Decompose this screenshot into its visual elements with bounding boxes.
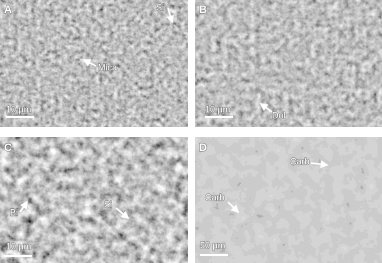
panel-label: B xyxy=(199,4,207,16)
annotation: Carb xyxy=(205,192,225,202)
arrow xyxy=(82,59,97,67)
scale-bar-label: 10 μm xyxy=(6,241,31,251)
annotation: Carb xyxy=(290,156,310,166)
arrow xyxy=(19,200,28,213)
panel-label: A xyxy=(4,4,12,16)
micrograph xyxy=(0,137,188,263)
annotation: Mica xyxy=(98,62,117,72)
scale-bar-label: 10 μm xyxy=(6,104,31,114)
annotation: Si xyxy=(104,199,112,209)
scale-bar-label: 10 μm xyxy=(205,104,230,114)
micrograph xyxy=(195,0,382,127)
panel-d: D Carb Carb 50 μm xyxy=(195,137,382,263)
arrow xyxy=(166,7,175,24)
panel-label: C xyxy=(4,142,12,154)
panel-b: B Dol 10 μm xyxy=(195,0,382,127)
panel-a: A Si Mica 10 μm xyxy=(0,0,188,127)
annotation: Bi xyxy=(10,207,18,217)
scale-bar-label: 50 μm xyxy=(200,240,225,250)
arrow xyxy=(310,160,329,169)
panel-label: D xyxy=(199,142,207,154)
arrow xyxy=(259,103,273,113)
panel-c: C Bi Si 10 μm xyxy=(0,137,188,263)
arrow xyxy=(227,201,240,214)
annotation: Si xyxy=(156,2,164,12)
micrograph xyxy=(0,0,188,127)
micrograph xyxy=(195,137,382,263)
annotation: Dol xyxy=(272,110,286,120)
arrow xyxy=(115,207,130,220)
